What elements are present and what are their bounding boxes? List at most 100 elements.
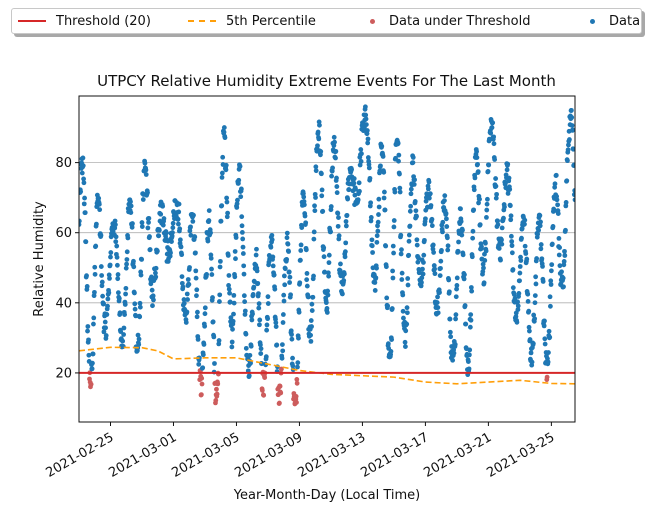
data-point — [316, 136, 322, 142]
data-point — [515, 307, 521, 313]
data-point — [271, 272, 277, 278]
data-point — [274, 342, 280, 348]
x-tick-label: 2021-03-17 — [358, 430, 431, 481]
data-point — [104, 312, 110, 317]
data-point — [432, 271, 438, 277]
data-point — [542, 341, 548, 347]
data-point — [405, 276, 411, 281]
data-point — [223, 162, 229, 168]
x-tick-label: 2021-03-01 — [106, 430, 179, 481]
data-point — [568, 107, 574, 113]
data-point — [118, 329, 124, 334]
data-point — [239, 230, 245, 235]
data-point — [150, 293, 156, 299]
data-point — [121, 325, 127, 331]
data-point — [269, 232, 275, 238]
chart-title: UTPCY Relative Humidity Extreme Events F… — [97, 72, 556, 90]
data-point — [177, 226, 183, 232]
data-point — [268, 244, 274, 250]
data-point — [515, 303, 521, 309]
data-point — [332, 139, 337, 145]
data-point — [435, 294, 440, 300]
data-point — [188, 224, 193, 230]
data-point — [113, 222, 118, 228]
data-point — [508, 233, 514, 239]
data-point — [160, 203, 166, 209]
data-point — [150, 303, 155, 309]
data-point — [84, 284, 90, 289]
data-point — [355, 197, 361, 203]
data-point — [358, 147, 364, 152]
data-point — [99, 279, 105, 285]
data-point — [129, 224, 135, 230]
data-point — [552, 181, 558, 187]
data-point — [319, 171, 324, 177]
data-point — [321, 254, 327, 260]
data-point — [430, 242, 436, 248]
data-point — [470, 228, 476, 234]
data-point — [382, 189, 387, 195]
data-point — [391, 218, 397, 223]
data-point — [535, 231, 541, 237]
data-point — [374, 233, 380, 239]
data-point — [525, 291, 531, 297]
data-point — [242, 299, 248, 305]
data-point — [284, 257, 290, 262]
data-point — [201, 342, 207, 347]
data-point — [202, 305, 208, 311]
data-point — [469, 288, 475, 294]
data-point — [296, 309, 302, 315]
data-point — [406, 238, 412, 244]
data-point — [510, 267, 516, 272]
data-point — [534, 256, 540, 261]
data-point — [82, 210, 88, 216]
data-point — [241, 263, 247, 269]
data-point — [270, 254, 276, 260]
data-point — [136, 336, 142, 342]
data-point — [432, 266, 437, 272]
data-point — [102, 319, 108, 325]
data-point — [206, 208, 212, 214]
data-point — [135, 332, 141, 338]
data-point — [335, 210, 341, 216]
data-point — [209, 272, 215, 277]
legend-label-data: Data — [609, 13, 641, 29]
data-point — [273, 320, 279, 326]
data-point — [546, 328, 552, 334]
data-point — [522, 243, 528, 249]
data-point — [369, 243, 375, 249]
data-point — [445, 243, 451, 249]
data-point — [151, 297, 156, 303]
data-point — [474, 155, 480, 160]
data-point — [124, 257, 130, 262]
data-point — [460, 252, 466, 258]
data-point — [443, 211, 449, 216]
percentile-line-swatch — [188, 20, 216, 22]
data-point — [561, 284, 566, 290]
data-point — [437, 290, 442, 295]
data-point — [341, 278, 347, 283]
data-point — [373, 275, 379, 281]
data-point — [192, 234, 198, 240]
data-point — [310, 294, 316, 300]
data-point — [184, 291, 190, 297]
data-point — [466, 352, 472, 358]
data-point-under-threshold — [214, 391, 220, 397]
data-point — [517, 270, 523, 276]
data-point — [115, 272, 121, 277]
data-point — [170, 230, 175, 235]
data-point — [533, 274, 539, 280]
data-point — [524, 256, 530, 262]
data-point — [434, 300, 440, 305]
data-point — [205, 238, 211, 244]
data-point — [123, 265, 129, 271]
data-point — [298, 248, 304, 253]
data-point — [397, 189, 403, 195]
data-point — [96, 195, 102, 201]
data-point — [121, 332, 127, 337]
data-point — [356, 180, 362, 186]
data-point — [284, 230, 290, 236]
data-point — [241, 271, 247, 277]
data-point — [498, 257, 503, 263]
data-point — [555, 211, 561, 217]
